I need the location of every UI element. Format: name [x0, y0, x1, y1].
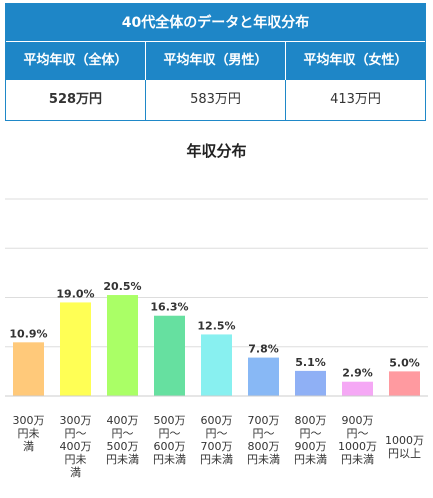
data-label: 10.9% [9, 327, 47, 340]
bar [154, 315, 185, 396]
chart-title: 年収分布 [186, 142, 247, 160]
category-label: 500万 円～ 600万 円未満 [153, 414, 186, 466]
header-male: 平均年収（男性） [163, 53, 268, 68]
bar [389, 371, 420, 396]
header-female: 平均年収（女性） [303, 53, 408, 68]
header-divider [145, 42, 146, 80]
bar [201, 334, 232, 396]
value-divider [145, 80, 146, 120]
bar [60, 302, 91, 396]
bar [248, 357, 279, 396]
data-label: 20.5% [103, 280, 141, 293]
category-label: 800万 円～ 900万 円未満 [294, 414, 327, 466]
bar [107, 295, 138, 396]
value-overall: 528万円 [48, 92, 103, 107]
data-label: 16.3% [150, 301, 188, 314]
header-row: 平均年収（全体） 平均年収（男性） 平均年収（女性） [6, 42, 425, 80]
category-label: 300万 円～ 400万 円未 満 [59, 414, 92, 479]
category-label: 1000万 円以上 [385, 434, 424, 460]
category-label: 400万 円～ 500万 円未満 [106, 414, 139, 466]
header-overall: 平均年収（全体） [23, 53, 128, 68]
bar [295, 370, 326, 396]
data-label: 12.5% [197, 319, 235, 332]
value-divider [285, 80, 286, 120]
data-label: 5.1% [295, 356, 326, 369]
data-label: 5.0% [389, 356, 420, 369]
salary-table: 40代全体のデータと年収分布 平均年収（全体） 平均年収（男性） 平均年収（女性… [5, 3, 426, 121]
value-male: 583万円 [190, 92, 241, 107]
data-label: 2.9% [342, 367, 373, 380]
category-label: 900万 円～ 1000万 円未満 [338, 414, 377, 466]
bar [13, 342, 44, 396]
category-label: 700万 円～ 800万 円未満 [247, 414, 280, 466]
bar [342, 381, 373, 396]
category-label: 300万 円未 満 [12, 414, 45, 453]
data-label: 7.8% [248, 343, 279, 356]
data-label: 19.0% [56, 287, 94, 300]
value-row: 528万円 583万円 413万円 [6, 80, 425, 120]
category-label: 600万 円～ 700万 円未満 [200, 414, 233, 466]
value-female: 413万円 [330, 92, 381, 107]
table-title: 40代全体のデータと年収分布 [6, 4, 425, 42]
header-divider [285, 42, 286, 80]
